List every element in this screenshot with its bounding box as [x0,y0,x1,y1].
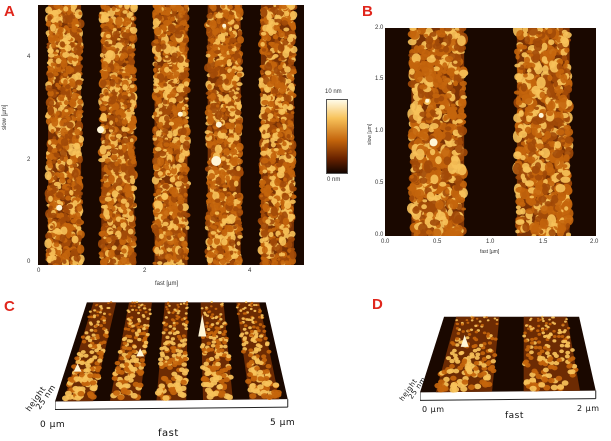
bright-particle-1 [429,138,438,147]
x-end-label-c: 5 µm [270,418,296,428]
stripe-3d-1 [434,315,500,393]
panel-letter-c: C [4,298,15,315]
panel-letter-b: B [362,3,373,20]
panel-letter-a: A [4,3,15,20]
x-start-label-c: 0 µm [40,420,66,430]
y-tick-b-2: 2.0 [375,25,384,31]
x-end-label-d: 2 µm [577,404,600,413]
afm-image-b [385,28,596,236]
stripe-3d-5 [235,301,282,400]
x-axis-label-c: fast [158,428,179,439]
y-tick-a-0: 0 [27,259,31,265]
bright-particle-4 [177,111,183,117]
stripe-5 [257,5,298,265]
spike-1 [460,334,469,347]
x-tick-b-1: 1.0 [486,239,495,245]
y-tick-b-1-5: 1.5 [375,76,384,82]
y-tick-a-4: 4 [27,54,31,60]
x-axis-label-a: fast [µm] [155,281,179,287]
stripe-1 [406,28,469,236]
x-tick-a-4: 4 [248,268,252,274]
afm-image-a [38,5,304,265]
afm-3d-view-c [55,300,300,418]
x-tick-b-0-5: 0.5 [433,239,442,245]
bright-particle-1 [97,126,105,134]
colorbar-max-label: 10 nm [325,89,342,95]
bright-particle-5 [56,204,63,211]
bright-particle-2 [211,156,222,166]
y-axis-label-b: slow [µm] [367,123,373,145]
panel-letter-d: D [372,296,383,313]
x-axis-label-b: fast [µm] [480,249,500,255]
stripe-3d-4 [199,301,234,401]
afm-3d-view-d [420,315,605,405]
x-tick-a-0: 0 [37,268,41,274]
spike-1 [198,314,207,337]
bright-particle-3 [425,98,430,103]
y-tick-a-2: 2 [27,157,31,163]
stripe-3d-2 [522,315,580,392]
x-tick-b-1-5: 1.5 [539,239,548,245]
bright-particle-6 [222,23,227,28]
x-tick-a-2: 2 [143,268,147,274]
x-axis-label-d: fast [505,411,524,421]
spike-3 [73,363,82,372]
y-tick-b-1: 1.0 [375,128,384,134]
colorbar-min-label: 0 nm [327,177,341,183]
y-axis-label-a: slow [µm] [2,104,8,130]
x-tick-b-0: 0.0 [381,239,390,245]
bright-particle-2 [538,112,544,118]
colorbar [326,99,348,174]
stripe-2 [97,5,138,265]
stripe-2 [512,28,574,236]
y-tick-b-0-5: 0.5 [375,180,384,186]
stripe-3d-2 [109,301,152,401]
stripe-4 [204,5,245,265]
x-start-label-d: 0 µm [422,405,445,414]
y-tick-b-0: 0.0 [375,232,384,238]
stripe-3 [150,5,192,265]
x-tick-b-2: 2.0 [590,239,599,245]
spike-2 [136,348,145,357]
bright-particle-3 [215,121,222,128]
stripe-1 [44,5,85,265]
stripe-3d-3 [154,301,190,401]
